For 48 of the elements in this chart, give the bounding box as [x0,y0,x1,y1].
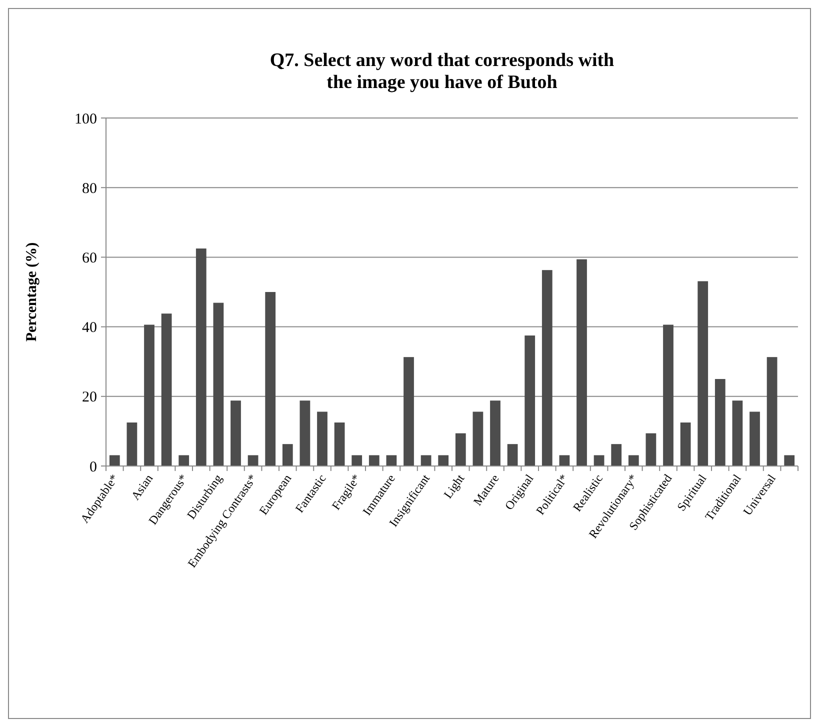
bar [213,302,224,466]
bar [300,400,310,466]
bar [680,422,691,466]
bar [282,444,293,466]
bar [438,455,449,466]
bar [455,433,466,466]
chart-title: Q7. Select any word that corresponds with the image you have of Butoh [270,50,615,93]
bar [472,412,484,466]
bar [230,400,241,466]
bar [576,259,587,466]
bar [698,281,708,466]
bar [646,433,656,466]
bar [265,292,276,466]
bar [663,324,674,466]
bar [750,412,760,466]
y-axis-title: Percentage (%) [24,242,40,342]
bar [196,248,206,466]
bar [161,314,172,466]
y-tick-label: 100 [74,111,97,128]
bar [352,455,362,466]
y-tick-label: 60 [82,250,97,266]
bar [784,455,795,466]
bar [404,357,414,466]
bar [386,455,397,466]
bar [178,455,190,466]
bar [559,455,570,466]
y-tick-label: 0 [90,459,97,476]
bar [248,455,258,466]
y-tick-label: 40 [82,320,97,336]
bar [334,422,345,466]
bar [109,455,120,466]
bar [628,455,639,466]
bar [144,324,154,466]
bar [766,357,778,466]
bar [524,336,536,466]
bar [490,400,500,466]
y-tick-label: 20 [82,390,97,406]
bar [368,455,380,466]
y-tick-label: 80 [82,180,97,197]
bar [611,444,622,466]
bar [732,400,743,466]
bar [420,455,432,466]
bar [542,270,552,466]
bar [594,455,604,466]
bar [317,412,328,466]
bar [507,444,518,466]
bar [126,422,138,466]
bar [714,379,726,466]
